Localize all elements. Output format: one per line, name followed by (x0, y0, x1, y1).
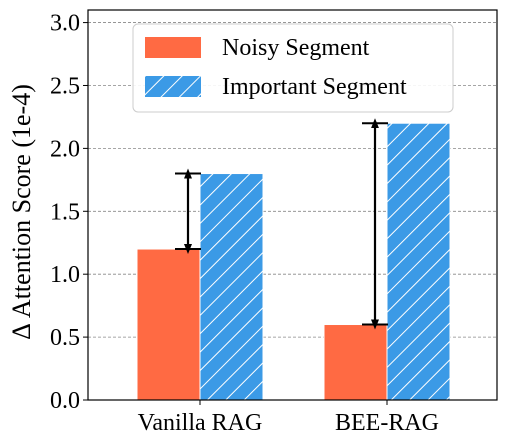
y-axis-label: Δ Attention Score (1e-4) (7, 84, 36, 340)
x-tick-label: BEE-RAG (335, 410, 439, 436)
y-tick-label: 1.0 (50, 262, 80, 288)
y-tick-label: 3.0 (50, 11, 80, 37)
bars (136, 122, 451, 401)
annotations (175, 118, 388, 330)
y-axis-ticks: 0.0 0.5 1.0 1.5 2.0 2.5 3.0 (50, 11, 88, 414)
bar-important-0 (199, 173, 264, 401)
x-axis-ticks: Vanilla RAG BEE-RAG (138, 400, 439, 436)
legend: Noisy Segment Important Segment (132, 23, 454, 113)
legend-label-important: Important Segment (222, 74, 407, 100)
y-tick-label: 1.5 (50, 199, 80, 225)
bar-noisy-1 (323, 324, 388, 401)
legend-swatch-important (145, 76, 201, 97)
plot-frame (87, 9, 498, 401)
x-tick-label: Vanilla RAG (138, 410, 263, 436)
legend-label-noisy: Noisy Segment (222, 35, 370, 61)
legend-swatch-noisy (145, 37, 201, 58)
y-tick-label: 0.5 (50, 325, 80, 351)
legend-box (132, 23, 454, 113)
bar-noisy-0 (136, 248, 201, 401)
y-tick-label: 0.0 (50, 388, 80, 414)
y-tick-label: 2.5 (50, 73, 80, 99)
bar-important-1 (386, 122, 451, 401)
y-tick-label: 2.0 (50, 136, 80, 162)
